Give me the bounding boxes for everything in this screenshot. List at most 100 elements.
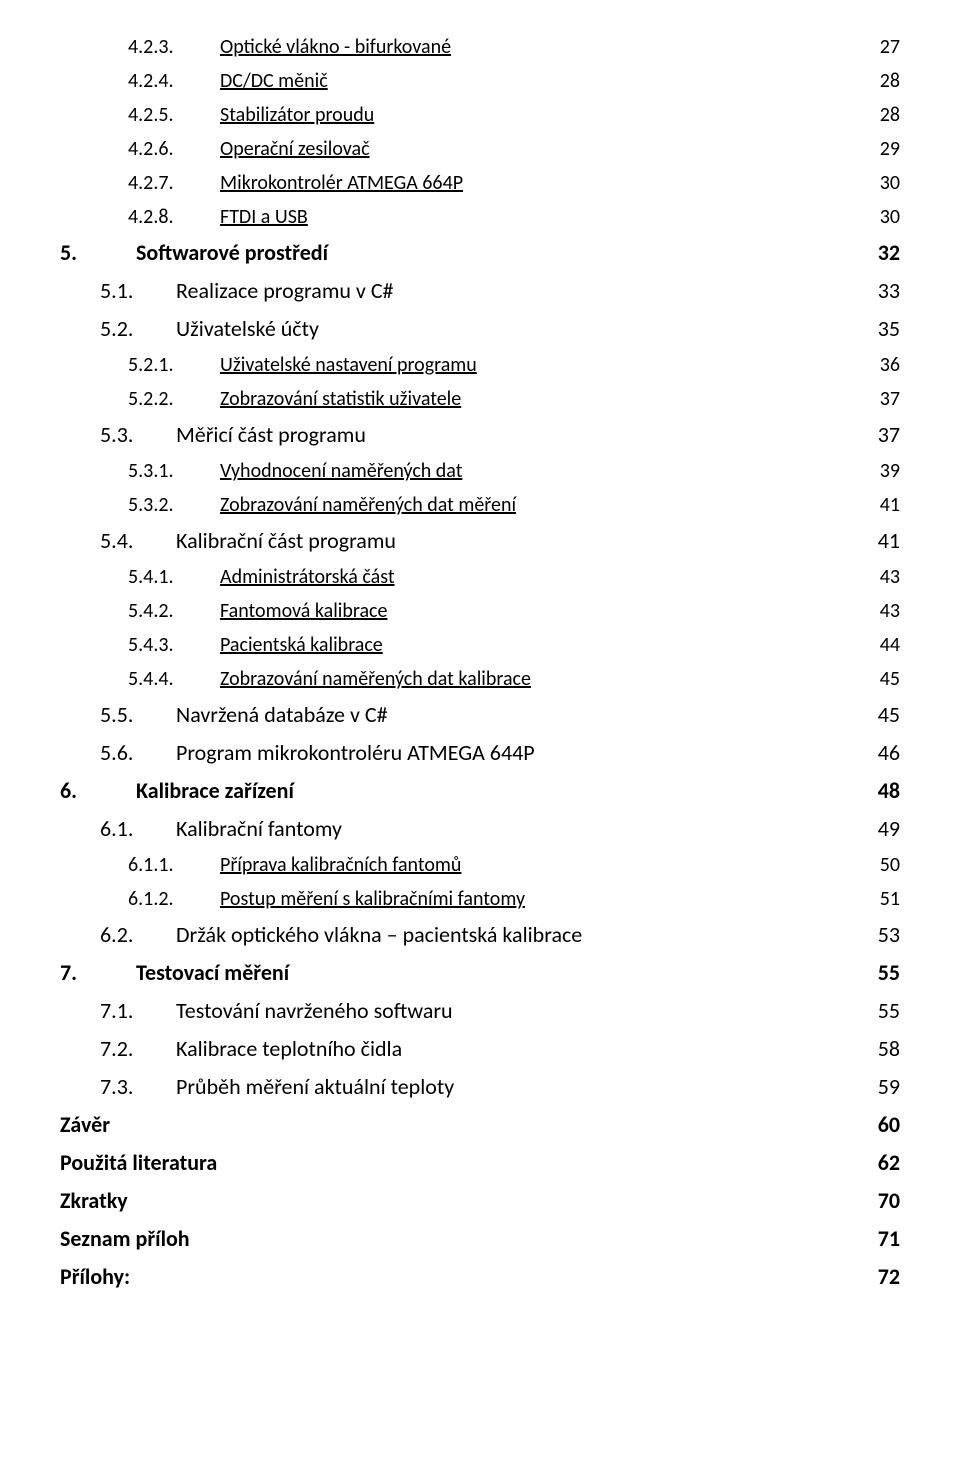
toc-entry-title: Vyhodnocení naměřených dat: [220, 454, 462, 488]
toc-entry-number: 4.2.7.: [128, 166, 188, 200]
toc-dot-leader: [332, 67, 868, 87]
toc-entry-title: Operační zesilovač: [220, 132, 370, 166]
toc-entry[interactable]: 4.2.8.FTDI a USB30: [60, 200, 900, 234]
toc-entry-title: Postup měření s kalibračními fantomy: [220, 882, 525, 916]
toc-entry-page: 29: [872, 132, 900, 166]
toc-entry[interactable]: 4.2.3.Optické vlákno - bifurkované27: [60, 30, 900, 64]
toc-entry[interactable]: 5.3.Měřicí část programu37: [60, 416, 900, 454]
toc-entry-page: 37: [872, 382, 900, 416]
toc-entry-page: 70: [872, 1182, 900, 1220]
toc-entry-number: 6.2.: [100, 916, 148, 954]
toc-entry-number: 6.1.: [100, 810, 148, 848]
toc-entry[interactable]: 7.Testovací měření55: [60, 954, 900, 992]
toc-dot-leader: [346, 814, 868, 836]
toc-entry-title: Přílohy:: [60, 1258, 130, 1296]
toc-entry[interactable]: 5.1. Realizace programu v C# 33: [60, 272, 900, 310]
toc-entry-page: 45: [872, 662, 900, 696]
toc-entry[interactable]: 5.4.2.Fantomová kalibrace43: [60, 594, 900, 628]
toc-entry-title: DC/DC měnič: [220, 64, 328, 98]
toc-dot-leader: [114, 1110, 868, 1132]
toc-entry-page: 41: [872, 488, 900, 522]
toc-entry[interactable]: 6.Kalibrace zařízení48: [60, 772, 900, 810]
toc-entry[interactable]: 6.1.1.Příprava kalibračních fantomů50: [60, 848, 900, 882]
toc-entry-number: 5.3.1.: [128, 454, 188, 488]
toc-entry-number: 5.1.: [100, 272, 148, 310]
toc-entry[interactable]: 5.2.2.Zobrazování statistik uživatele37: [60, 382, 900, 416]
toc-entry[interactable]: 5.2.1.Uživatelské nastavení programu36: [60, 348, 900, 382]
toc-entry[interactable]: Přílohy:72: [60, 1258, 900, 1296]
toc-entry-number: 6.1.1.: [128, 848, 188, 882]
toc-entry-title: Realizace programu v C#: [176, 272, 394, 310]
toc-entry-page: 49: [872, 810, 900, 848]
toc-entry-number: 5.2.1.: [128, 348, 188, 382]
toc-entry-number: 5.: [60, 234, 100, 272]
toc-entry-page: 55: [872, 992, 900, 1030]
toc-entry[interactable]: 5.3.2. Zobrazování naměřených dat měření 4…: [60, 488, 900, 522]
toc-dot-leader: [378, 101, 868, 121]
toc-entry-page: 53: [872, 916, 900, 954]
toc-entry[interactable]: 5.6.Program mikrokontroléru ATMEGA 644P4…: [60, 734, 900, 772]
toc-entry-page: 44: [872, 628, 900, 662]
toc-entry[interactable]: 5.4.3.Pacientská kalibrace44: [60, 628, 900, 662]
toc-entry[interactable]: 5.3.1. Vyhodnocení naměřených dat 39: [60, 454, 900, 488]
toc-entry-number: 5.2.2.: [128, 382, 188, 416]
toc-entry-page: 48: [872, 772, 900, 810]
toc-entry[interactable]: Seznam příloh 71: [60, 1220, 900, 1258]
toc-entry[interactable]: 6.2.Držák optického vlákna – pacientská …: [60, 916, 900, 954]
toc-entry[interactable]: Závěr60: [60, 1106, 900, 1144]
toc-entry-number: 5.5.: [100, 696, 148, 734]
toc-entry-number: 7.2.: [100, 1030, 148, 1068]
toc-entry-page: 30: [872, 200, 900, 234]
toc-entry-title: FTDI a USB: [220, 200, 308, 234]
toc-entry-page: 55: [872, 954, 900, 992]
toc-dot-leader: [134, 1262, 868, 1284]
toc-entry-title: Seznam příloh: [60, 1220, 190, 1258]
toc-entry-title: Kalibrace zařízení: [136, 772, 294, 810]
toc-entry-page: 58: [872, 1030, 900, 1068]
toc-dot-leader: [332, 238, 868, 260]
toc-dot-leader: [293, 958, 868, 980]
toc-entry-title: Zobrazování naměřených dat měření: [220, 488, 516, 522]
toc-entry-page: 33: [872, 272, 900, 310]
toc-entry[interactable]: 7.3.Průběh měření aktuální teploty59: [60, 1068, 900, 1106]
toc-dot-leader: [221, 1148, 868, 1170]
toc-entry[interactable]: 5.4.1.Administrátorská část43: [60, 560, 900, 594]
toc-entry-number: 5.3.: [100, 416, 148, 454]
toc-entry-page: 30: [872, 166, 900, 200]
toc-dot-leader: [132, 1186, 868, 1208]
toc-entry[interactable]: 7.2.Kalibrace teplotního čidla58: [60, 1030, 900, 1068]
toc-entry-title: Závěr: [60, 1106, 110, 1144]
toc-entry-page: 39: [872, 454, 900, 488]
toc-dot-leader: [465, 385, 868, 405]
toc-entry[interactable]: 5.4.4.Zobrazování naměřených dat kalibra…: [60, 662, 900, 696]
toc-entry-number: 4.2.6.: [128, 132, 188, 166]
toc-entry[interactable]: 5.2.Uživatelské účty35: [60, 310, 900, 348]
toc-entry[interactable]: 6.1.Kalibrační fantomy49: [60, 810, 900, 848]
toc-entry-title: Administrátorská část: [220, 560, 395, 594]
toc-entry[interactable]: 5.5.Navržená databáze v C#45: [60, 696, 900, 734]
toc-entry-page: 37: [872, 416, 900, 454]
toc-entry-number: 5.4.: [100, 522, 148, 560]
toc-entry-number: 5.3.2.: [128, 488, 188, 522]
toc-entry[interactable]: 4.2.7. Mikrokontrolér ATMEGA 664P 30: [60, 166, 900, 200]
toc-entry[interactable]: 7.1.Testování navrženého softwaru55: [60, 992, 900, 1030]
toc-dot-leader: [323, 314, 868, 336]
toc-entry[interactable]: Zkratky70: [60, 1182, 900, 1220]
toc-dot-leader: [391, 597, 868, 617]
toc-entry[interactable]: 4.2.6. Operační zesilovač 29: [60, 132, 900, 166]
toc-entry-title: Mikrokontrolér ATMEGA 664P: [220, 166, 463, 200]
toc-entry-page: 41: [872, 522, 900, 560]
toc-entry-number: 5.4.1.: [128, 560, 188, 594]
toc-dot-leader: [399, 563, 868, 583]
toc-entry[interactable]: 6.1.2.Postup měření s kalibračními fanto…: [60, 882, 900, 916]
toc-entry-page: 71: [872, 1220, 900, 1258]
toc-entry[interactable]: 5.4.Kalibrační část programu41: [60, 522, 900, 560]
toc-entry[interactable]: Použitá literatura62: [60, 1144, 900, 1182]
toc-entry-page: 35: [872, 310, 900, 348]
toc-entry[interactable]: 4.2.4.DC/DC měnič28: [60, 64, 900, 98]
toc-entry[interactable]: 4.2.5.Stabilizátor proudu28: [60, 98, 900, 132]
toc-entry-title: Navržená databáze v C#: [176, 696, 388, 734]
toc-entry-page: 62: [872, 1144, 900, 1182]
toc-entry-title: Příprava kalibračních fantomů: [220, 848, 461, 882]
toc-entry[interactable]: 5.Softwarové prostředí32: [60, 234, 900, 272]
